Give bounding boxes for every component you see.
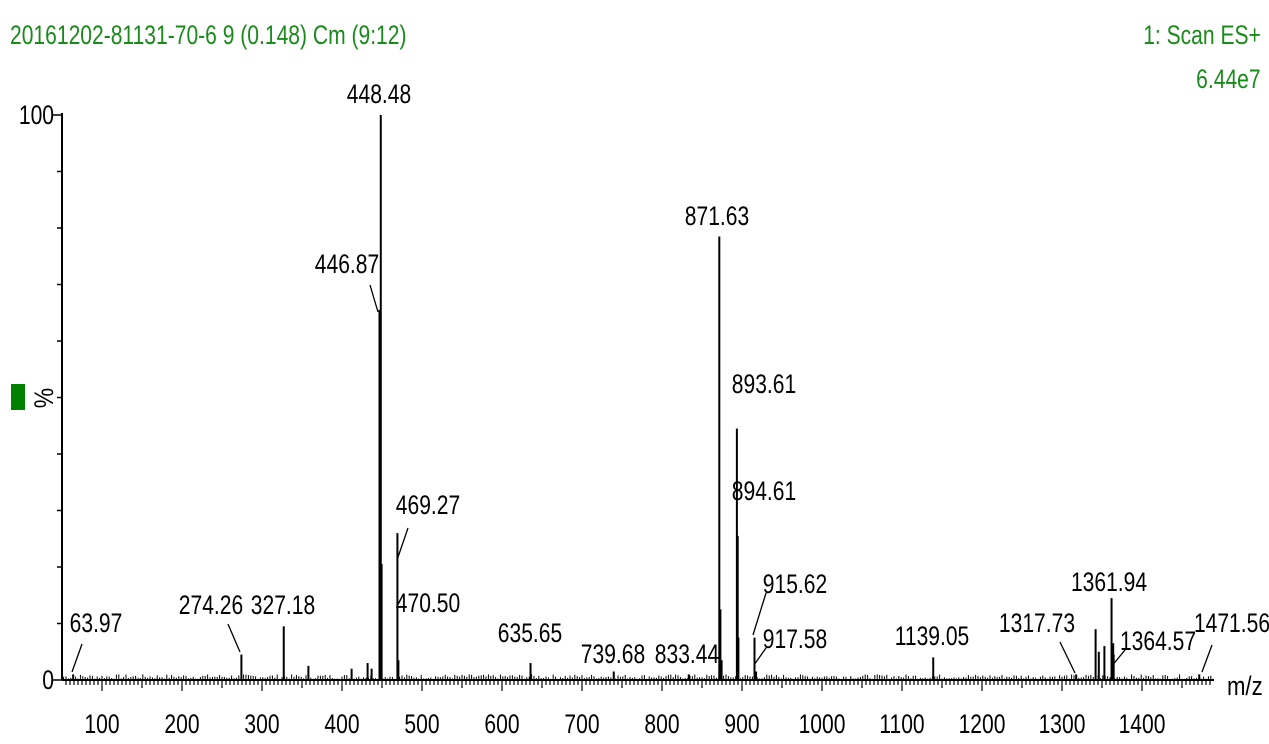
peak-label-leader	[1201, 644, 1213, 673]
x-tick-label: 600	[484, 710, 519, 740]
y-tick-label: 100	[19, 101, 54, 131]
peak-label-leader	[369, 284, 379, 313]
peak-label-leader	[1110, 649, 1126, 668]
peak-label-leader	[753, 647, 767, 666]
peak-label: 1139.05	[895, 622, 970, 652]
peak-label: 635.65	[498, 619, 562, 649]
x-tick-label: 1300	[1039, 710, 1086, 740]
x-tick-label: 1400	[1119, 710, 1166, 740]
max-intensity: 6.44e7	[1196, 64, 1261, 94]
peak-label: 871.63	[685, 202, 749, 232]
x-tick-label: 300	[244, 710, 279, 740]
x-tick-label: 100	[84, 710, 119, 740]
peak-label: 915.62	[763, 570, 827, 600]
x-tick-label: 200	[164, 710, 199, 740]
scan-mode: 1: Scan ES+	[1143, 20, 1261, 50]
peak-labels: 63.97 274.26 327.18 446.87 448.48 469.27 470.5…	[70, 80, 1269, 674]
x-tick-label: 800	[644, 710, 679, 740]
y-tick-label: 0	[42, 666, 54, 696]
peak-series	[63, 115, 1212, 680]
peak-label: 894.61	[732, 477, 796, 507]
peak-label: 1361.94	[1071, 568, 1147, 598]
x-tick-label: 500	[404, 710, 439, 740]
x-axis-label: m/z	[1227, 672, 1263, 702]
peak-label-leader	[227, 623, 241, 653]
peak-label: 739.68	[581, 640, 645, 670]
chart-axes: 0 100% 100 200 300 400 500 600 700 800 900 1000 1100…	[19, 101, 1263, 740]
x-tick-label: 1000	[799, 710, 846, 740]
peak-label: 917.58	[763, 625, 827, 655]
peak-label-leader	[752, 592, 767, 636]
peak-label: 893.61	[732, 370, 796, 400]
peak-label-leader	[396, 527, 409, 561]
peak-label: 327.18	[251, 591, 315, 621]
peak-label: 469.27	[396, 491, 460, 521]
peak-label: 833.44	[655, 640, 719, 670]
x-tick-label: 1100	[879, 710, 924, 740]
peak-label: 446.87	[315, 250, 379, 280]
peak-label: 63.97	[70, 609, 123, 639]
x-tick-label: 1200	[959, 710, 1006, 740]
peak-label: 448.48	[347, 80, 411, 110]
x-tick-label: 400	[324, 710, 359, 740]
peak-label: 1317.73	[999, 609, 1075, 639]
peak-label: 470.50	[396, 589, 460, 619]
x-tick-label: 700	[564, 710, 599, 740]
sample-title: 20161202-81131-70-6 9 (0.148) Cm (9:12)	[10, 20, 407, 50]
y-axis-label: %	[29, 388, 59, 408]
x-tick-label: 900	[724, 710, 759, 740]
peak-label: 274.26	[179, 591, 243, 621]
peak-label-leader	[1059, 641, 1076, 674]
peak-label: 1471.56	[1194, 609, 1269, 639]
peak-label: 1364.57	[1120, 627, 1196, 657]
peak-label-leader	[71, 643, 83, 673]
legend-swatch	[11, 384, 25, 410]
